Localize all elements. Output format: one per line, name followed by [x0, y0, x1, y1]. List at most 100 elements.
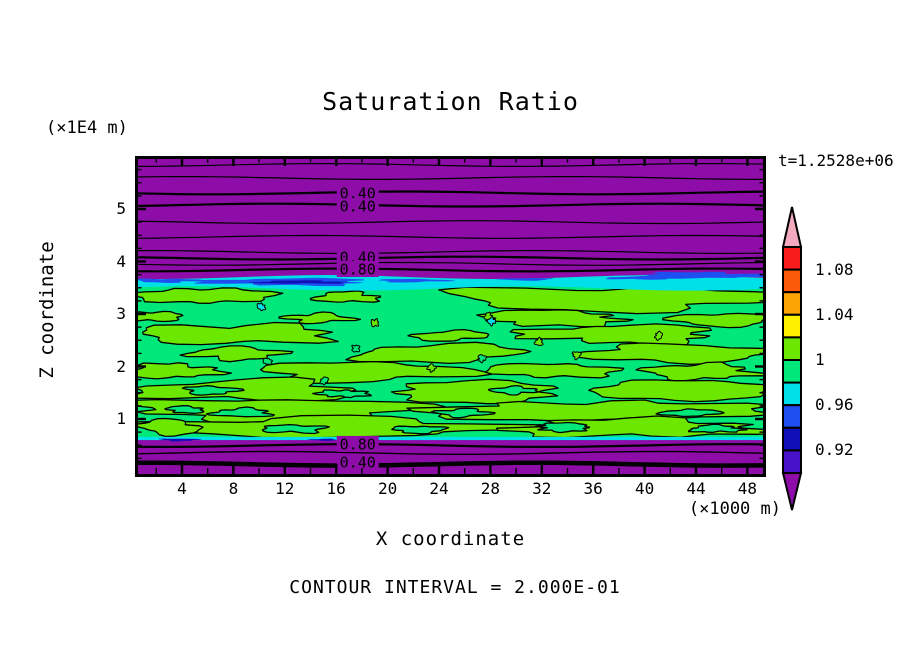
colorbar-segment [782, 246, 802, 271]
chart-title: Saturation Ratio [322, 87, 579, 116]
contour-line [135, 267, 766, 273]
x-tick-label: 8 [228, 479, 239, 498]
spring-green-contour-hole [261, 423, 330, 435]
chartreuse-contour-blob [135, 417, 204, 438]
contour-field: 0.40 0.40 0.40 0.80 0.80 0.40 [135, 156, 766, 477]
blue-streak [135, 278, 204, 283]
contour-speck [351, 344, 361, 353]
contour-line [135, 261, 766, 266]
colorbar-segment [782, 381, 802, 407]
colorbar-bottom-arrow [781, 472, 803, 511]
colorbar-tick-label: 1 [815, 350, 825, 369]
contour-speck [262, 357, 273, 366]
colorbar-tick-label: 0.92 [815, 440, 854, 460]
spring-green-contour-hole [687, 423, 748, 434]
contour-speck [653, 330, 664, 341]
contour-line-label: 0.80 [340, 260, 376, 278]
contour-speck [319, 376, 330, 386]
contour-line-label: 0.80 [340, 435, 376, 453]
y-tick-label: 2 [116, 356, 126, 376]
blue-streak [307, 438, 337, 441]
chartreuse-contour-blob [135, 287, 284, 304]
contour-line [135, 176, 766, 180]
contour-line [135, 202, 766, 208]
spring-green-contour-hole [181, 385, 245, 396]
y-tick-label: 4 [116, 251, 126, 271]
chartreuse-contour-blob [278, 311, 362, 325]
contour-line [135, 460, 766, 468]
chartreuse-contour-blob [635, 361, 766, 383]
colorbar-segment [782, 291, 802, 316]
plot-border [135, 156, 766, 477]
contour-line [135, 450, 766, 455]
spring-green-contour-hole [312, 389, 373, 399]
colorbar-top-arrow [781, 206, 803, 248]
chartreuse-contour-blob [662, 312, 766, 329]
contour-speck [477, 354, 488, 364]
contour-label-halo [336, 453, 379, 470]
contour-speck [256, 302, 267, 312]
y-tick-label: 5 [116, 199, 126, 218]
contour-label-halo [336, 184, 379, 201]
x-axis-title: X coordinate [375, 528, 526, 550]
colorbar-tick-label: 1.04 [815, 304, 854, 324]
y-axis-unit-label: (×1E4 m) [46, 118, 128, 138]
chartreuse-contour-blob [141, 321, 339, 346]
contour-line [135, 162, 766, 168]
blue-streak [638, 271, 766, 279]
y-tick-label: 3 [116, 304, 126, 323]
contour-line-label: 0.40 [340, 198, 376, 216]
chartreuse-contour-blob [588, 379, 766, 403]
contour-label-halo [336, 260, 379, 277]
spring-green-contour-hole [655, 408, 725, 418]
contour-line [135, 443, 766, 448]
contour-line-label: 0.40 [340, 184, 376, 202]
spring-green-contour-hole [487, 384, 539, 396]
chartreuse-contour-blob [345, 341, 532, 365]
colorbar-segment [782, 426, 802, 452]
region-top-purple [135, 156, 766, 279]
blue-streak [158, 438, 202, 442]
x-tick-label: 36 [583, 479, 603, 498]
contour-line [135, 220, 766, 225]
spring-green-contour-hole [164, 405, 205, 414]
contour-speck [533, 336, 544, 347]
colorbar [770, 195, 900, 525]
spring-green-contour-hole [430, 407, 496, 419]
colorbar-svg [781, 206, 803, 511]
contour-line [135, 249, 766, 255]
chartreuse-contour-blob [309, 290, 382, 303]
contour-label-halo [336, 435, 379, 452]
x-tick-label: 40 [634, 479, 655, 498]
contour-speck [571, 351, 582, 361]
x-tick-label: 28 [480, 479, 501, 498]
colorbar-segment [782, 404, 802, 429]
blue-streak [378, 278, 456, 283]
colorbar-tick-label: 0.96 [815, 395, 854, 415]
x-tick-label: 48 [737, 479, 758, 498]
contour-field-svg: 0.400.400.400.800.800.40 [135, 156, 766, 477]
colorbar-segment [782, 313, 802, 339]
colorbar-segment [782, 449, 802, 474]
contour-interval-note: CONTOUR INTERVAL = 2.000E-01 [289, 577, 621, 598]
x-axis-unit-label: (×1000 m) [688, 499, 781, 519]
time-annotation: t=1.2528e+06 [778, 151, 894, 170]
spring-green-contour-hole [535, 421, 591, 434]
spring-green-contour-hole [205, 406, 276, 418]
y-axis-title: Z coordinate [36, 241, 58, 379]
contour-speck [426, 363, 437, 374]
chartreuse-contour-blob [484, 362, 625, 379]
region-bottom-cyan-band [135, 436, 766, 442]
spring-green-contour-hole [391, 425, 450, 435]
chartreuse-contour-blob [135, 310, 184, 323]
blue-streak [248, 280, 347, 284]
x-tick-label: 24 [429, 479, 449, 498]
colorbar-segment [782, 336, 802, 361]
contour-line [135, 234, 766, 239]
x-tick-label: 4 [177, 479, 187, 498]
x-tick-label: 32 [532, 479, 552, 498]
x-tick-label: 20 [377, 479, 398, 498]
blue-streak [496, 278, 554, 281]
colorbar-tick-label: 1.08 [815, 259, 854, 279]
